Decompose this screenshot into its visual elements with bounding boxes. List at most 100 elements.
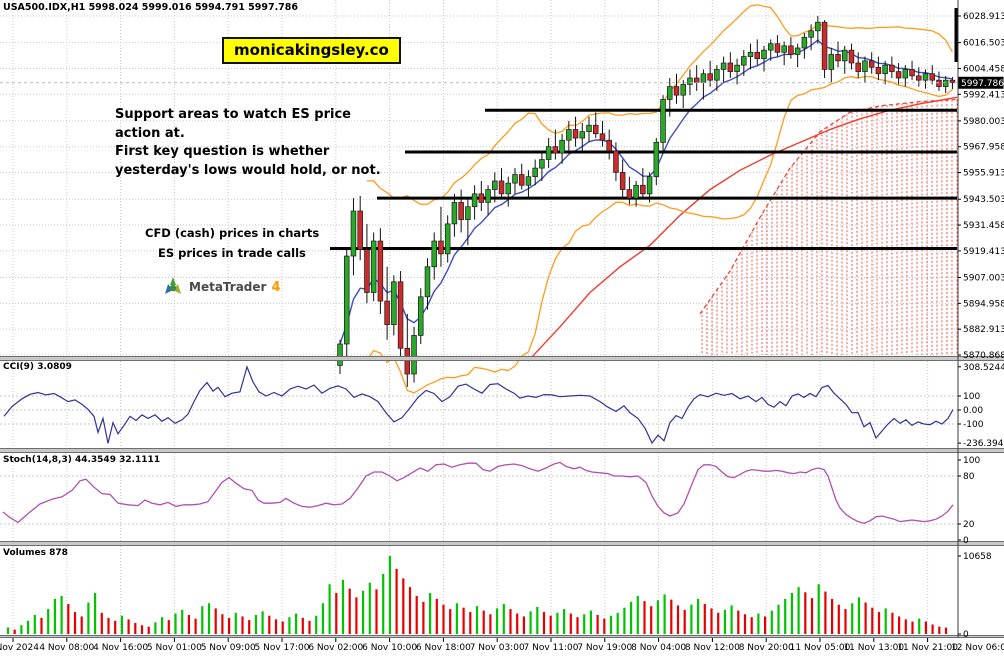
time-axis-label: 6 Nov 18:00 xyxy=(416,643,471,653)
volume-bar-down xyxy=(127,619,130,634)
volume-bar-up xyxy=(161,617,164,634)
candle-up xyxy=(370,240,377,293)
candle-up xyxy=(808,30,814,38)
volume-bar-down xyxy=(824,591,827,634)
volume-bar-up xyxy=(623,607,626,634)
candle-down xyxy=(909,69,915,77)
volume-bar-down xyxy=(408,587,412,634)
volume-bar-down xyxy=(114,620,117,634)
red-trend-line xyxy=(527,96,958,362)
candle-down xyxy=(949,79,956,84)
volume-bar-down xyxy=(40,617,43,634)
volume-bar-down xyxy=(107,617,110,634)
time-axis-label: 8 Nov 20:00 xyxy=(739,643,794,653)
volume-bar-down xyxy=(67,603,70,634)
last-bar-marker xyxy=(954,8,958,62)
candle-down xyxy=(754,51,761,60)
candle-down xyxy=(727,62,734,72)
price-axis-label: 5955.913 xyxy=(963,169,1004,179)
volume-bar-down xyxy=(938,626,941,634)
candle-down xyxy=(640,184,646,195)
volume-bar-down xyxy=(308,620,311,634)
stoch-axis-label: 80 xyxy=(963,472,975,482)
volume-bar-up xyxy=(636,595,639,634)
metatrader-logo-text: MetaTrader xyxy=(189,280,267,294)
price-axis-label: 6016.503 xyxy=(963,39,1004,49)
volume-bar-up xyxy=(529,611,532,634)
volume-bar-down xyxy=(516,613,519,634)
volume-bar-up xyxy=(784,598,787,634)
volume-bar-up xyxy=(817,584,820,634)
candle-down xyxy=(377,240,384,302)
candle-up xyxy=(700,73,707,83)
candle-up xyxy=(667,86,673,100)
candle-down xyxy=(848,49,855,64)
volume-bar-down xyxy=(743,614,747,634)
candle-up xyxy=(471,193,478,208)
panel-separator xyxy=(0,356,1004,361)
candle-up xyxy=(451,202,458,225)
candle-down xyxy=(552,146,559,154)
volume-bar-up xyxy=(321,603,324,634)
volume-bar-down xyxy=(931,624,934,634)
time-axis-label: 11 Nov 21:00 xyxy=(897,643,958,653)
candle-down xyxy=(936,79,942,87)
volume-bar-down xyxy=(650,606,653,634)
volume-bar-down xyxy=(241,616,244,634)
volume-bar-down xyxy=(898,616,901,634)
candle-down xyxy=(606,139,612,152)
panel-separator xyxy=(0,541,1004,546)
volume-bar-down xyxy=(643,601,646,634)
bollinger-upper-line xyxy=(366,4,953,205)
volume-bar-down xyxy=(924,621,927,634)
volume-bar-down xyxy=(301,617,304,634)
candle-up xyxy=(794,47,801,55)
volume-bar-down xyxy=(228,617,231,634)
time-axis-label: 6 Nov 02:00 xyxy=(308,643,363,653)
volume-bar-down xyxy=(221,614,224,634)
volume-bar-down xyxy=(348,588,351,634)
panel-separator xyxy=(0,635,1004,638)
candle-down xyxy=(895,71,902,79)
time-axis-label: 5 Nov 09:00 xyxy=(201,643,256,653)
cci-axis-label: 308.5244 xyxy=(963,363,1004,373)
candle-down xyxy=(619,172,626,190)
candle-up xyxy=(741,56,747,66)
volume-bar-down xyxy=(100,612,103,634)
volume-bar-down xyxy=(737,610,740,634)
time-axis-label: 5 Nov 17:00 xyxy=(255,643,310,653)
volume-bar-down xyxy=(810,598,814,634)
volume-bar-up xyxy=(328,584,331,634)
candle-up xyxy=(424,266,431,298)
volume-bar-down xyxy=(167,620,170,634)
volume-bar-up xyxy=(777,604,780,634)
candle-up xyxy=(660,99,666,143)
volume-bar-down xyxy=(549,615,552,634)
candles-layer xyxy=(337,16,956,387)
candle-up xyxy=(841,49,848,62)
volume-bar-up xyxy=(261,611,264,634)
volume-bar-up xyxy=(690,604,693,634)
candle-up xyxy=(828,54,835,70)
candle-up xyxy=(801,36,808,49)
volume-bar-up xyxy=(563,609,566,634)
volume-bar-up xyxy=(33,614,36,634)
volume-bar-up xyxy=(663,594,666,634)
candle-up xyxy=(734,64,740,72)
volume-bar-down xyxy=(442,604,445,634)
candle-up xyxy=(411,335,417,375)
price-axis-label: 5894.958 xyxy=(963,299,1004,309)
panel-separator xyxy=(0,448,1004,453)
candle-up xyxy=(633,184,639,199)
candle-down xyxy=(774,43,781,53)
current-price-tag-text: 5997.786 xyxy=(961,79,1004,89)
volume-bar-down xyxy=(415,595,418,634)
price-axis-label: 5931.458 xyxy=(963,221,1004,231)
metatrader-logo: MetaTrader 4 xyxy=(162,276,281,298)
price-axis-label: 5967.958 xyxy=(963,143,1004,153)
candle-up xyxy=(465,206,471,220)
price-axis[interactable]: 6028.913 6016.503 6004.458 5992.413 5980.003… xyxy=(958,12,1004,640)
candle-down xyxy=(599,133,606,141)
